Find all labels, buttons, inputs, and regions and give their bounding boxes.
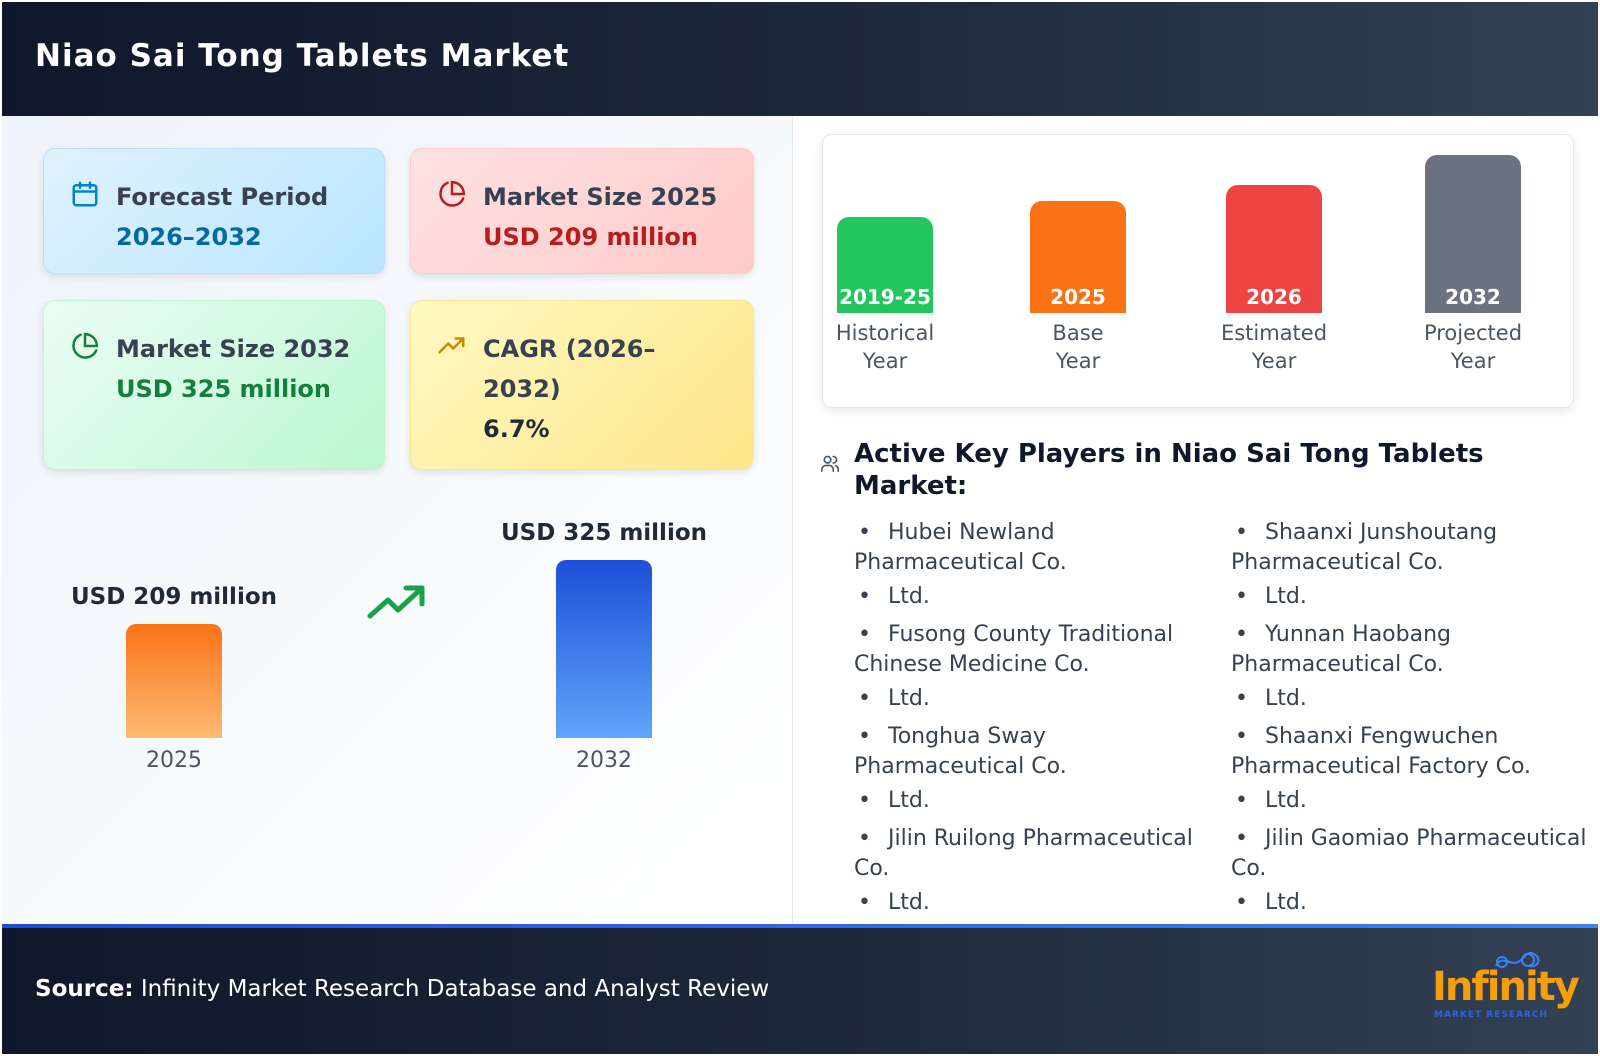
list-item: • Shaanxi Fengwuchen Pharmaceutical Facto… — [1231, 724, 1532, 813]
logo-subtitle: MARKET RESEARCH — [1434, 1010, 1548, 1020]
market-size-2032-value: USD 325 million — [116, 375, 331, 403]
timeline-year-label: 2026 — [1246, 285, 1302, 309]
bar-value-label: USD 209 million — [70, 583, 278, 610]
market-size-2032-label: Market Size 2032 — [116, 335, 351, 363]
timeline-year-label: 2019-25 — [839, 285, 931, 309]
bar-2032 — [556, 560, 652, 738]
footer-accent-line — [2, 924, 1598, 928]
list-item: • Shaanxi Junshoutang Pharmaceutical Co. •… — [1231, 520, 1498, 609]
timeline-year-label: 2025 — [1050, 285, 1106, 309]
timeline-bar-2025: 2025 — [1030, 201, 1126, 313]
bar-category-label: 2025 — [146, 748, 202, 773]
company-logo: Infinity MARKET RESEARCH — [1432, 948, 1580, 1032]
timeline-bar-2019-25: 2019-25 — [837, 217, 933, 313]
timeline-type-label: Estimated Year — [1220, 321, 1328, 373]
market-size-comparison-chart: USD 209 million 2025 USD 325 million 2032 — [2, 520, 792, 802]
pie-chart-icon — [439, 180, 466, 207]
market-size-2025-card: Market Size 2025 USD 209 million — [410, 148, 754, 274]
market-size-2025-value: USD 209 million — [483, 223, 698, 251]
list-item: • Fusong County Traditional Chinese Medic… — [854, 622, 1174, 711]
list-item: • Jilin Ruilong Pharmaceutical Co. • Ltd. — [854, 826, 1193, 915]
list-item: • Jilin Gaomiao Pharmaceutical Co. • Ltd. — [1231, 826, 1587, 915]
timeline-type-label: Projected Year — [1423, 321, 1523, 373]
cagr-value: 6.7% — [483, 415, 550, 443]
footer-bar: Source: Infinity Market Research Databas… — [2, 928, 1598, 1054]
timeline-type-label: Historical Year — [835, 321, 935, 373]
panel-divider — [792, 116, 793, 924]
list-item: • Hubei Newland Pharmaceutical Co. • Ltd. — [854, 520, 1067, 609]
cagr-card: CAGR (2026–2032) 6.7% — [410, 300, 754, 470]
infinity-logo-icon — [1495, 952, 1540, 968]
header-bar: Niao Sai Tong Tablets Market — [2, 2, 1598, 116]
trending-up-icon — [438, 337, 465, 354]
bar-2025 — [126, 623, 222, 738]
forecast-period-value: 2026–2032 — [116, 223, 262, 251]
cagr-label: CAGR (2026–2032) — [483, 335, 656, 403]
forecast-period-card: Forecast Period 2026–2032 — [43, 148, 385, 274]
logo-wordmark: Infinity — [1432, 964, 1580, 1010]
timeline-year-label: 2032 — [1445, 285, 1501, 309]
pie-chart-icon — [72, 332, 99, 359]
trending-up-arrow-icon — [367, 585, 425, 619]
forecast-period-label: Forecast Period — [116, 183, 329, 211]
market-size-2032-card: Market Size 2032 USD 325 million — [43, 300, 385, 470]
timeline-chart: 2019-25 Historical Year 2025 Base Year 2026 Est… — [822, 134, 1574, 408]
source-note: Source: Infinity Market Research Databas… — [35, 976, 770, 1002]
key-players-list-right: • Shaanxi Junshoutang Pharmaceutical Co. •… — [1231, 518, 1596, 926]
timeline-type-label: Base Year — [1052, 321, 1104, 373]
calendar-icon — [72, 181, 98, 207]
list-item: • Yunnan Haobang Pharmaceutical Co. • Ltd. — [1231, 622, 1452, 711]
key-players-list-left: • Hubei Newland Pharmaceutical Co. • Ltd. •… — [854, 518, 1214, 926]
timeline-bar-2032: 2032 — [1425, 155, 1521, 313]
page-title: Niao Sai Tong Tablets Market — [35, 38, 570, 74]
users-icon — [820, 455, 840, 472]
market-size-2025-label: Market Size 2025 — [483, 183, 718, 211]
list-item: • Tonghua Sway Pharmaceutical Co. • Ltd. — [854, 724, 1067, 813]
bar-category-label: 2032 — [576, 748, 632, 773]
timeline-bar-2026: 2026 — [1226, 185, 1322, 313]
bar-value-label: USD 325 million — [500, 520, 708, 546]
key-players-title: Active Key Players in Niao Sai Tong Tabl… — [854, 439, 1484, 501]
